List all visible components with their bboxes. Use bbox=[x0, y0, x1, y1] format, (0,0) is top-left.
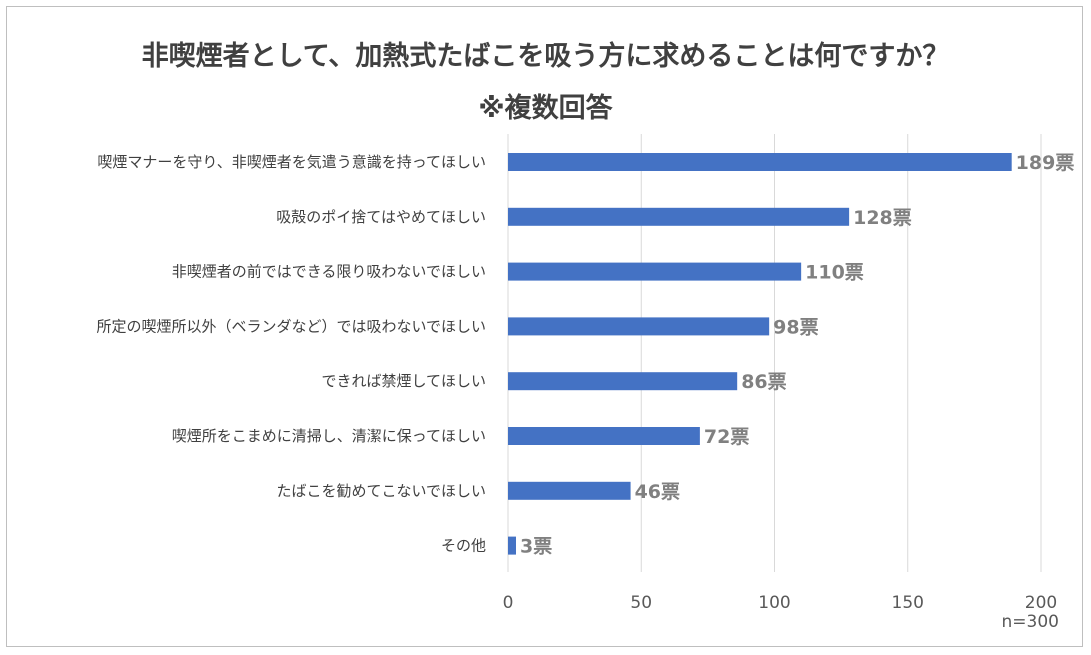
category-label: 所定の喫煙所以外（ベランダなど）では吸わないでほしい bbox=[96, 317, 486, 335]
category-label: 非喫煙者の前ではできる限り吸わないでほしい bbox=[172, 263, 486, 281]
value-label: 110票 bbox=[805, 262, 864, 284]
x-tick-label: 50 bbox=[630, 593, 652, 613]
bar bbox=[508, 427, 700, 445]
category-label: その他 bbox=[441, 537, 486, 555]
x-tick-label: 0 bbox=[503, 593, 514, 613]
category-label: たばこを勧めてこないでほしい bbox=[276, 482, 486, 500]
chart-subtitle: ※複数回答 bbox=[478, 93, 613, 124]
value-label: 46票 bbox=[635, 481, 680, 503]
value-label: 189票 bbox=[1016, 152, 1075, 174]
x-tick-label: 150 bbox=[892, 593, 924, 613]
bar bbox=[508, 207, 850, 226]
sample-size-note: n=300 bbox=[1001, 612, 1059, 632]
bar bbox=[508, 481, 631, 500]
value-label: 128票 bbox=[853, 207, 912, 229]
bar bbox=[508, 372, 738, 391]
category-label: 喫煙マナーを守り、非喫煙者を気遣う意識を持ってほしい bbox=[97, 153, 486, 171]
value-label: 86票 bbox=[741, 371, 786, 393]
bar bbox=[508, 262, 802, 281]
bar bbox=[508, 536, 516, 555]
bar bbox=[508, 153, 1012, 171]
value-label: 3票 bbox=[520, 536, 552, 558]
chart-title: 非喫煙者として、加熱式たばこを吸う方に求めることは何ですか？ bbox=[141, 41, 950, 72]
category-label: できれば禁煙してほしい bbox=[321, 372, 486, 390]
bar bbox=[508, 317, 770, 336]
value-label: 98票 bbox=[773, 316, 818, 338]
category-label: 喫煙所をこまめに清掃し、清潔に保ってほしい bbox=[172, 427, 486, 445]
x-tick-label: 200 bbox=[1025, 593, 1057, 613]
category-label: 吸殻のポイ捨てはやめてほしい bbox=[276, 208, 486, 226]
value-label: 72票 bbox=[704, 426, 749, 448]
x-tick-label: 100 bbox=[758, 593, 790, 613]
